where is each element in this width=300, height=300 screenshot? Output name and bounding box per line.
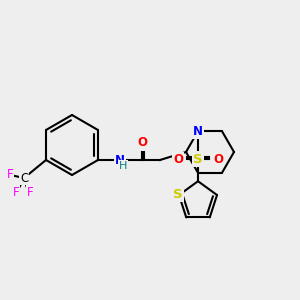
Text: N: N (193, 125, 203, 138)
Text: F: F (13, 185, 19, 199)
Text: O: O (213, 153, 223, 166)
Text: F: F (27, 185, 33, 199)
Text: C: C (20, 172, 28, 184)
Text: N: N (115, 154, 125, 166)
Text: O: O (173, 153, 183, 166)
Text: H: H (119, 161, 127, 171)
Text: F: F (7, 169, 13, 182)
Text: O: O (137, 136, 147, 149)
Text: S: S (193, 153, 203, 166)
Text: S: S (173, 188, 183, 200)
